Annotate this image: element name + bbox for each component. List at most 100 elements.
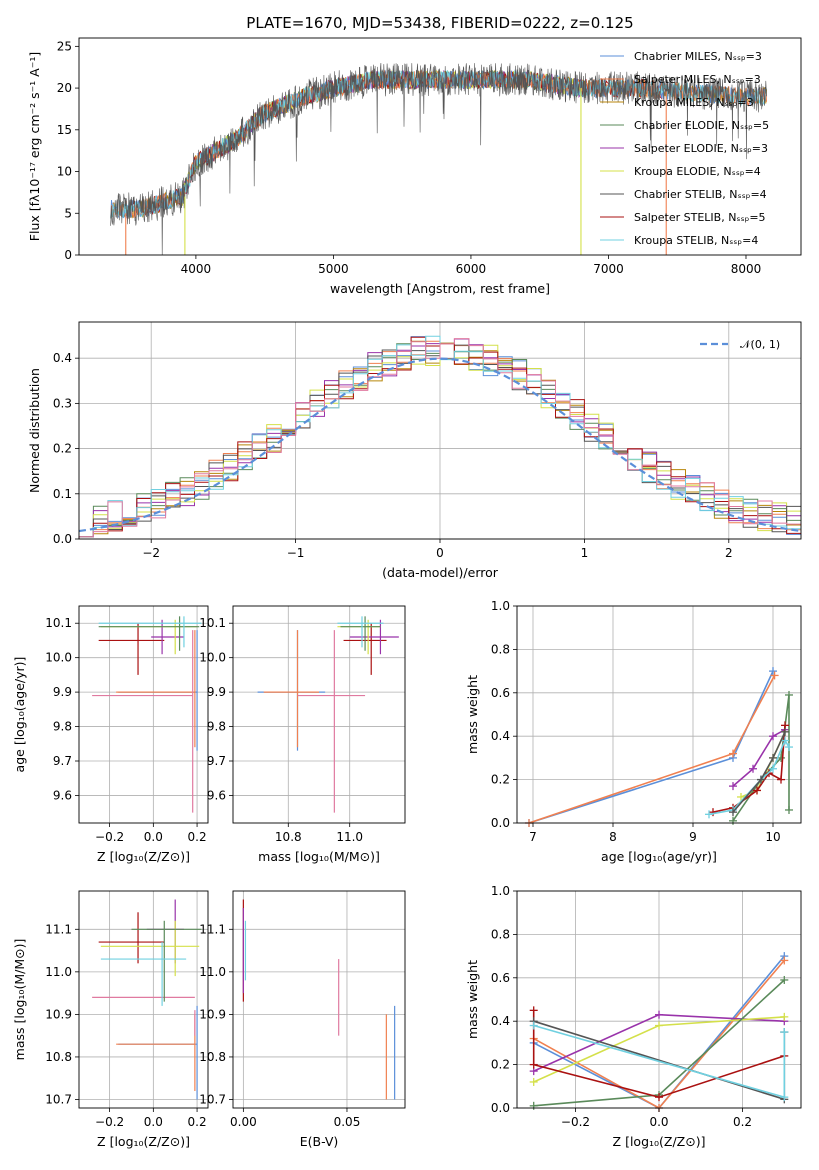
y-tick-label: 11.0 — [199, 965, 226, 979]
y-axis-label: Normed distribution — [27, 368, 42, 493]
x-tick-label: 0.2 — [188, 830, 207, 844]
legend-label: Kroupa ELODIE, Nₛₛₚ=4 — [634, 165, 761, 178]
x-tick-label: 0.0 — [144, 830, 163, 844]
axes-frame — [516, 605, 802, 824]
x-tick-label: 10 — [765, 830, 780, 844]
panel-massweight_vs_age: 7 8 9 10 0.0 0.2 0.4 0.6 0.8 1.0 age [log₁₀(age/yr… — [465, 599, 802, 864]
x-tick-label: 8 — [609, 830, 617, 844]
axes-frame — [232, 890, 406, 1109]
y-tick-label: 9.9 — [53, 685, 72, 699]
y-tick-label: 9.9 — [207, 685, 226, 699]
y-tick-label: 0.1 — [53, 487, 72, 501]
y-tick-label: 0.0 — [491, 816, 510, 830]
panel-age_vs_mass: 10.8 11.0 9.6 9.7 9.8 9.9 10.0 10.1 mass [log₁₀(… — [199, 605, 406, 864]
y-tick-label: 10.0 — [45, 651, 72, 665]
x-tick-label: 11.0 — [336, 830, 363, 844]
x-axis-label: wavelength [Angstrom, rest frame] — [330, 281, 550, 296]
x-tick-label: 9 — [689, 830, 697, 844]
spectrum-data-line — [110, 62, 767, 256]
y-tick-label: 10.9 — [45, 1007, 72, 1021]
x-tick-label: 7 — [529, 830, 537, 844]
y-tick-label: 5 — [64, 206, 72, 220]
y-tick-label: 0.8 — [491, 642, 510, 656]
gaussian-curve — [78, 357, 802, 533]
axes-frame — [78, 890, 209, 1109]
x-tick-label: 0.00 — [230, 1115, 257, 1129]
y-tick-label: 0.0 — [491, 1101, 510, 1115]
panel-age_vs_Z: −0.2 0.0 0.2 9.6 9.7 9.8 9.9 10.0 10.1 Z [log₁₀(Z… — [12, 605, 209, 864]
y-tick-label: 10.8 — [199, 1050, 226, 1064]
y-tick-label: 9.7 — [53, 754, 72, 768]
axes-frame — [232, 605, 406, 824]
x-tick-label: 0 — [436, 546, 444, 560]
y-tick-label: 0.4 — [53, 351, 72, 365]
x-tick-label: −2 — [142, 546, 160, 560]
y-tick-label: 25 — [57, 39, 72, 53]
y-tick-label: 10.9 — [199, 1007, 226, 1021]
legend-label: Chabrier MILES, Nₛₛₚ=3 — [634, 50, 762, 63]
x-axis-label: Z [log₁₀(Z/Z⊙)] — [97, 849, 190, 864]
y-tick-label: 0.6 — [491, 686, 510, 700]
mass-weight-line — [732, 728, 786, 787]
mass-weight-line — [732, 731, 786, 813]
x-tick-label: 5000 — [318, 262, 349, 276]
y-tick-label: 10.8 — [45, 1050, 72, 1064]
x-tick-label: 0.0 — [649, 1115, 668, 1129]
y-tick-label: 0.0 — [53, 532, 72, 546]
y-tick-label: 9.8 — [207, 720, 226, 734]
legend-label: Salpeter MILES, Nₛₛₚ=3 — [634, 73, 761, 86]
y-tick-label: 10.7 — [45, 1092, 72, 1106]
mass-weight-line — [740, 731, 786, 798]
y-tick-label: 0.2 — [491, 773, 510, 787]
y-axis-label: mass weight — [465, 675, 480, 754]
legend-label: Salpeter STELIB, Nₛₛₚ=5 — [634, 211, 766, 224]
y-tick-label: 9.8 — [53, 720, 72, 734]
panel-mass_vs_ebv: 0.00 0.05 10.7 10.8 10.9 11.0 11.1 E(B-V) — [199, 890, 406, 1149]
panel-mass_vs_Z: −0.2 0.0 0.2 10.7 10.8 10.9 11.0 11.1 Z [log₁₀(Z… — [12, 890, 209, 1149]
x-axis-label: Z [log₁₀(Z/Z⊙)] — [613, 1134, 706, 1149]
y-tick-label: 11.0 — [45, 965, 72, 979]
legend-label: 𝒩(0, 1) — [740, 338, 780, 351]
legend-label: Kroupa STELIB, Nₛₛₚ=4 — [634, 234, 758, 247]
x-axis-label: Z [log₁₀(Z/Z⊙)] — [97, 1134, 190, 1149]
y-tick-label: 10 — [57, 165, 72, 179]
figure-title: PLATE=1670, MJD=53438, FIBERID=0222, z=0… — [246, 14, 633, 32]
y-tick-label: 0.3 — [53, 396, 72, 410]
x-tick-label: 4000 — [181, 262, 212, 276]
y-axis-label: mass [log₁₀(M/M⊙)] — [12, 939, 27, 1061]
y-tick-label: 0.4 — [491, 1014, 510, 1028]
y-axis-label: age [log₁₀(age/yr)] — [12, 657, 27, 773]
panel-spectrum: Chabrier MILES, Nₛₛₚ=3 Salpeter MILES, Nₛ… — [27, 37, 802, 296]
x-axis-label: age [log₁₀(age/yr)] — [601, 849, 717, 864]
y-tick-label: 0 — [64, 248, 72, 262]
x-axis-label: mass [log₁₀(M/M⊙)] — [258, 849, 380, 864]
x-tick-label: 7000 — [593, 262, 624, 276]
x-tick-label: −0.2 — [95, 1115, 124, 1129]
x-tick-label: −0.2 — [561, 1115, 590, 1129]
y-tick-label: 10.1 — [45, 616, 72, 630]
x-axis-label: E(B-V) — [300, 1134, 339, 1149]
legend-label: Kroupa MILES, Nₛₛₚ=3 — [634, 96, 754, 109]
x-tick-label: 1 — [581, 546, 589, 560]
y-tick-label: 0.8 — [491, 927, 510, 941]
x-tick-label: 0.2 — [188, 1115, 207, 1129]
y-tick-label: 0.4 — [491, 729, 510, 743]
y-tick-label: 0.2 — [53, 442, 72, 456]
y-tick-label: 10.0 — [199, 651, 226, 665]
legend-label: Chabrier STELIB, Nₛₛₚ=4 — [634, 188, 767, 201]
y-tick-label: 10.1 — [199, 616, 226, 630]
y-tick-label: 0.6 — [491, 971, 510, 985]
legend-label: Chabrier ELODIE, Nₛₛₚ=5 — [634, 119, 769, 132]
x-tick-label: −1 — [287, 546, 305, 560]
y-tick-label: 20 — [57, 81, 72, 95]
y-axis-label: mass weight — [465, 960, 480, 1039]
x-tick-label: 0.2 — [733, 1115, 752, 1129]
y-tick-label: 9.6 — [207, 788, 226, 802]
panel-massweight_vs_Z: −0.2 0.0 0.2 0.0 0.2 0.4 0.6 0.8 1.0 Z [log₁₀(Z/Z… — [465, 884, 802, 1149]
y-tick-label: 1.0 — [491, 599, 510, 613]
y-axis-label: Flux [fλ10⁻¹⁷ erg cm⁻² s⁻¹ A⁻¹] — [27, 52, 42, 241]
y-tick-label: 10.7 — [199, 1092, 226, 1106]
y-tick-label: 9.6 — [53, 788, 72, 802]
y-tick-label: 11.1 — [199, 922, 226, 936]
